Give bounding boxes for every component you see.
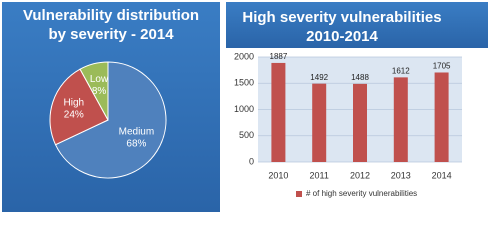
bar [312, 83, 327, 162]
y-tick-label: 2000 [234, 51, 254, 61]
pie-slice [79, 61, 109, 121]
x-tick-label: 2011 [310, 170, 329, 180]
bar [353, 83, 367, 162]
x-tick-label: 2014 [432, 170, 452, 180]
data-label: 1488 [351, 73, 369, 82]
slice-label: Low [90, 74, 109, 85]
screenshot: Vulnerability distribution by severity -… [0, 0, 490, 214]
slice-value-label: 24% [64, 110, 84, 121]
y-tick-label: 1500 [234, 78, 254, 88]
y-tick-label: 500 [239, 130, 254, 140]
data-label: 1492 [310, 73, 328, 82]
bar-chart: 0 500 1000 1500 2000 2010 2011 2012 2013 2014 1887… [234, 51, 462, 198]
slice-label: High [64, 98, 85, 109]
legend-swatch [296, 191, 302, 197]
pie-slice [49, 68, 109, 146]
data-label: 1887 [270, 52, 288, 61]
data-label: 1705 [433, 62, 451, 71]
x-tick-label: 2010 [268, 170, 288, 180]
x-tick-label: 2012 [350, 170, 370, 180]
bar [271, 62, 286, 163]
y-tick-label: 1000 [234, 104, 254, 114]
data-label: 1612 [392, 66, 410, 75]
slice-label: Medium [119, 127, 155, 138]
pie-slice [54, 61, 167, 179]
legend-label: # of high severity vulnerabilities [306, 189, 417, 198]
y-tick-label: 0 [249, 156, 254, 166]
pie-title: Vulnerability distribution by severity -… [22, 7, 200, 43]
slice-value-label: 8% [92, 86, 107, 97]
x-tick-label: 2013 [391, 170, 411, 180]
bar [393, 77, 408, 162]
bar-header [226, 2, 488, 48]
bar-title: High severity vulnerabilities 2010-2014 [242, 9, 442, 45]
bar [434, 72, 449, 162]
slice-value-label: 68% [126, 139, 146, 150]
